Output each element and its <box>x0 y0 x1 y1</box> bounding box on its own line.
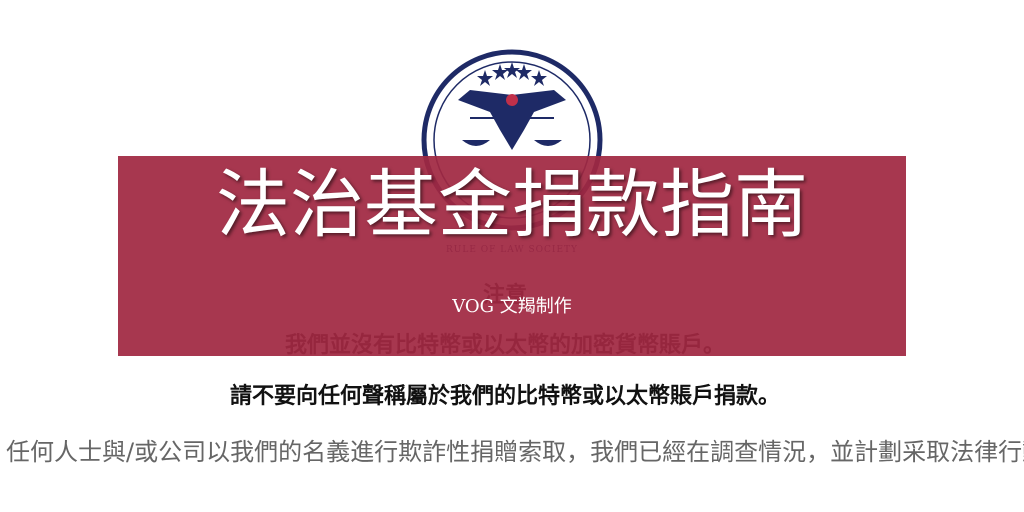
banner <box>118 156 906 356</box>
logo-stars <box>477 62 547 86</box>
logo-scale-pans <box>462 140 562 146</box>
banner-subtitle: VOG 文羯制作 <box>451 296 572 317</box>
logo-eagle <box>458 90 566 150</box>
notice-line: 請不要向任何聲稱屬於我們的比特幣或以太幣賬戶捐款。 <box>230 383 780 409</box>
banner-title: 法治基金捐款指南 <box>216 162 808 248</box>
logo-eagle-head <box>506 94 518 106</box>
notice-line: 任何人士與/或公司以我們的名義進行欺詐性捐贈索取，我們已經在調查情況，並計劃采取… <box>6 438 1024 466</box>
